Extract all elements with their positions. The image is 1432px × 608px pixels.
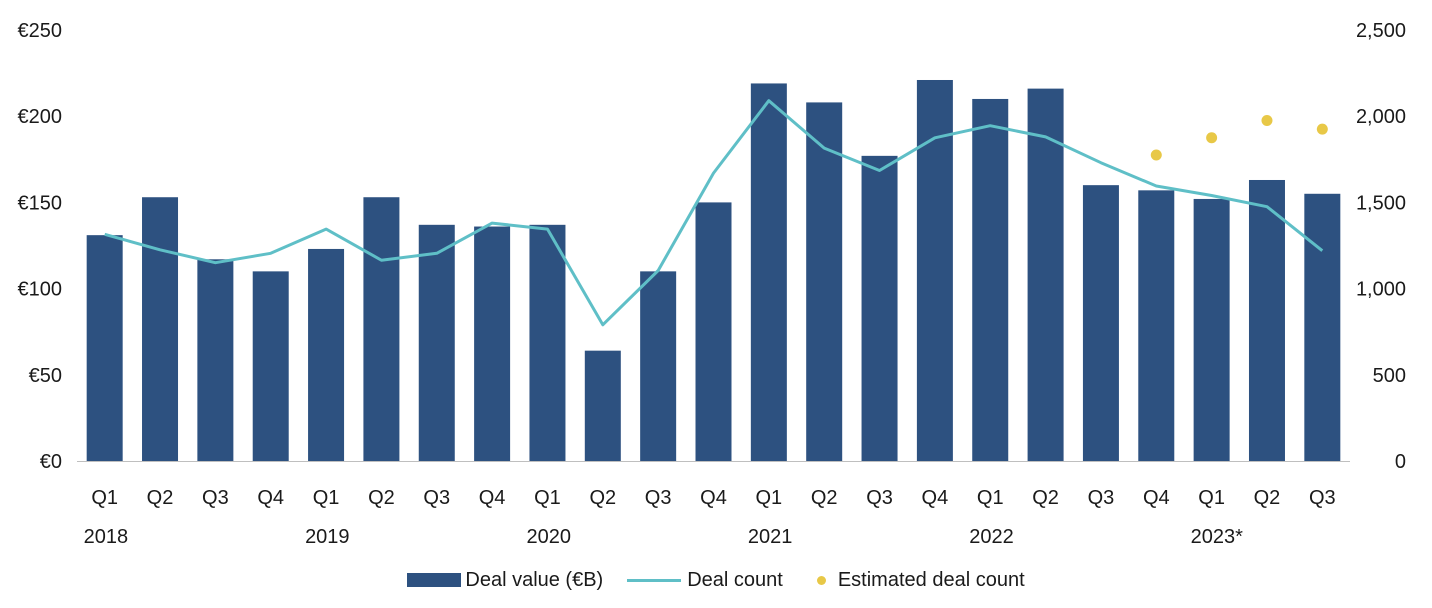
y-right-tick-label: 2,000 (1356, 106, 1406, 128)
bar-deal-value (806, 102, 843, 462)
legend: Deal value (€B) Deal count Estimated dea… (0, 560, 1432, 600)
bar-deal-value (1193, 198, 1230, 461)
bar-deal-value (1138, 190, 1175, 461)
legend-item-estimated-deal-count: Estimated deal count (807, 569, 1025, 592)
legend-bar-swatch (407, 573, 462, 587)
x-tick-label: Q4 (700, 487, 727, 509)
point-estimated-deal-count (1150, 149, 1162, 161)
bar-deal-value (308, 248, 345, 461)
x-tick-label: Q1 (534, 487, 561, 509)
point-estimated-deal-count (1316, 123, 1328, 135)
point-estimated-deal-count (1261, 115, 1273, 127)
bar-deal-value (861, 155, 898, 462)
bar-deal-value (640, 271, 677, 461)
x-tick-label: Q1 (756, 487, 783, 509)
bar-deal-value (418, 224, 455, 461)
x-tick-label: Q2 (147, 487, 174, 509)
bar-deal-value (1082, 185, 1119, 461)
bar-deal-value (972, 98, 1009, 462)
y-left-tick-label: €150 (18, 192, 63, 214)
x-year-label: 2018 (84, 526, 129, 548)
legend-label-deal-value: Deal value (€B) (465, 568, 604, 591)
x-tick-label: Q1 (1198, 487, 1225, 509)
y-left-tick-label: €200 (18, 106, 63, 128)
bar-deal-value (142, 197, 179, 461)
x-year-label: 2019 (305, 526, 350, 548)
x-tick-label: Q3 (866, 487, 893, 509)
legend-dot-swatch (816, 575, 826, 585)
x-year-label: 2022 (969, 526, 1014, 548)
y-right-tick-label: 0 (1395, 451, 1406, 473)
x-tick-label: Q3 (1088, 487, 1115, 509)
bar-deal-value (1027, 88, 1064, 461)
x-tick-label: Q2 (811, 487, 838, 509)
x-year-label: 2020 (526, 526, 571, 548)
y-left-tick-label: €250 (18, 20, 63, 42)
y-right-tick-label: 1,000 (1356, 279, 1406, 301)
x-tick-label: Q2 (589, 487, 616, 509)
legend-line-swatch (627, 578, 682, 582)
bar-deal-value (1304, 193, 1341, 461)
x-tick-label: Q4 (922, 487, 949, 509)
x-tick-label: Q4 (257, 487, 284, 509)
bar-deal-value (252, 271, 289, 461)
bar-deal-value (197, 259, 234, 461)
legend-label-estimated-deal-count: Estimated deal count (837, 568, 1025, 591)
y-left-tick-label: €0 (40, 451, 62, 473)
bar-deal-value (695, 202, 732, 461)
x-year-label: 2021 (748, 526, 793, 548)
bar-deal-value (363, 197, 400, 461)
y-right-tick-label: 2,500 (1356, 20, 1406, 42)
x-tick-label: Q2 (1254, 487, 1281, 509)
legend-item-deal-count: Deal count (627, 569, 783, 592)
x-tick-label: Q1 (313, 487, 340, 509)
bar-deal-value (86, 235, 123, 461)
bar-deal-value (474, 226, 511, 461)
x-tick-label: Q3 (202, 487, 229, 509)
x-tick-label: Q3 (423, 487, 450, 509)
point-estimated-deal-count (1206, 132, 1218, 144)
line-deal-count (104, 99, 1324, 327)
bar-deal-value (1248, 179, 1285, 461)
bar-deal-value (584, 350, 621, 461)
x-tick-label: Q2 (1032, 487, 1059, 509)
x-tick-label: Q1 (91, 487, 118, 509)
bar-deal-value (750, 83, 787, 461)
y-right-tick-label: 1,500 (1356, 192, 1406, 214)
x-tick-label: Q1 (977, 487, 1004, 509)
x-tick-label: Q4 (479, 487, 506, 509)
legend-item-deal-value: Deal value (€B) (407, 569, 603, 592)
x-tick-label: Q3 (645, 487, 672, 509)
y-left-tick-label: €100 (18, 279, 63, 301)
legend-label-deal-count: Deal count (687, 568, 783, 591)
chart-canvas: €0 €50 €100 €150 €200 €250 0 500 1,000 1,500 2,000… (18, 20, 1407, 548)
x-tick-label: Q3 (1309, 487, 1336, 509)
x-tick-label: Q4 (1143, 487, 1170, 509)
bar-deal-value (529, 224, 566, 461)
y-left-tick-label: €50 (29, 365, 62, 387)
x-year-label: 2023* (1191, 526, 1243, 548)
y-right-tick-label: 500 (1373, 365, 1406, 387)
x-tick-label: Q2 (368, 487, 395, 509)
